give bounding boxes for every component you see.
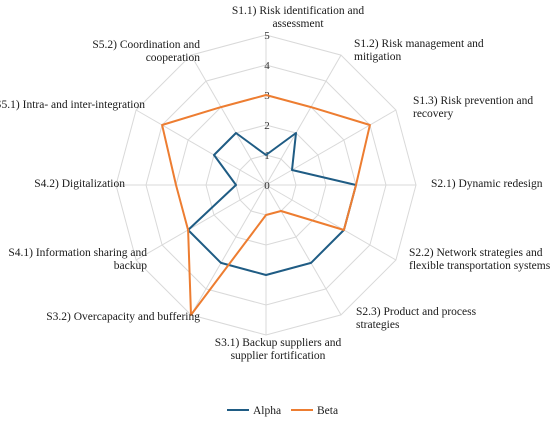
radial-tick-label: 1: [264, 150, 270, 162]
category-label-9: S4.1) Information sharing and backup: [8, 247, 147, 272]
grid-spoke-5: [265, 184, 397, 261]
grid-spoke-6: [265, 184, 342, 316]
legend-label-beta: Beta: [317, 405, 338, 417]
category-label-2: S1.2) Risk management and mitigation: [354, 38, 484, 63]
category-label-12: S5.2) Coordination and cooperation: [92, 39, 200, 64]
legend-label-alpha: Alpha: [253, 405, 281, 417]
grid-spoke-12: [190, 54, 267, 186]
grid-spoke-11: [135, 109, 267, 186]
grid-spoke-2: [265, 54, 342, 186]
grid-spoke-8: [190, 184, 267, 316]
radial-tick-label: 4: [264, 60, 270, 72]
category-label-7: S3.1) Backup suppliers and supplier forti…: [215, 337, 342, 362]
category-label-5: S2.2) Network strategies and flexible tra…: [409, 247, 550, 272]
category-label-8: S3.2) Overcapacity and buffering: [46, 311, 200, 323]
category-label-1: S1.1) Risk identification and assessment: [232, 5, 364, 30]
grid-spoke-3: [265, 109, 397, 186]
radar-series: [161, 94, 371, 316]
legend: Alpha Beta: [227, 405, 338, 417]
category-label-6: S2.3) Product and process strategies: [356, 306, 477, 331]
radial-tick-label: 2: [264, 120, 270, 132]
radial-tick-label: 5: [264, 30, 270, 42]
category-label-3: S1.3) Risk prevention and recovery: [413, 95, 533, 120]
category-labels: S1.1) Risk identification and assessment S…: [0, 5, 550, 362]
radar-grid: [115, 34, 417, 336]
category-label-11: S5.1) Intra- and inter-integration: [0, 99, 145, 111]
category-label-4: S2.1) Dynamic redesign: [431, 178, 543, 190]
radial-tick-label: 0: [264, 180, 270, 192]
grid-spoke-9: [135, 184, 267, 261]
category-label-10: S4.2) Digitalization: [34, 178, 125, 190]
